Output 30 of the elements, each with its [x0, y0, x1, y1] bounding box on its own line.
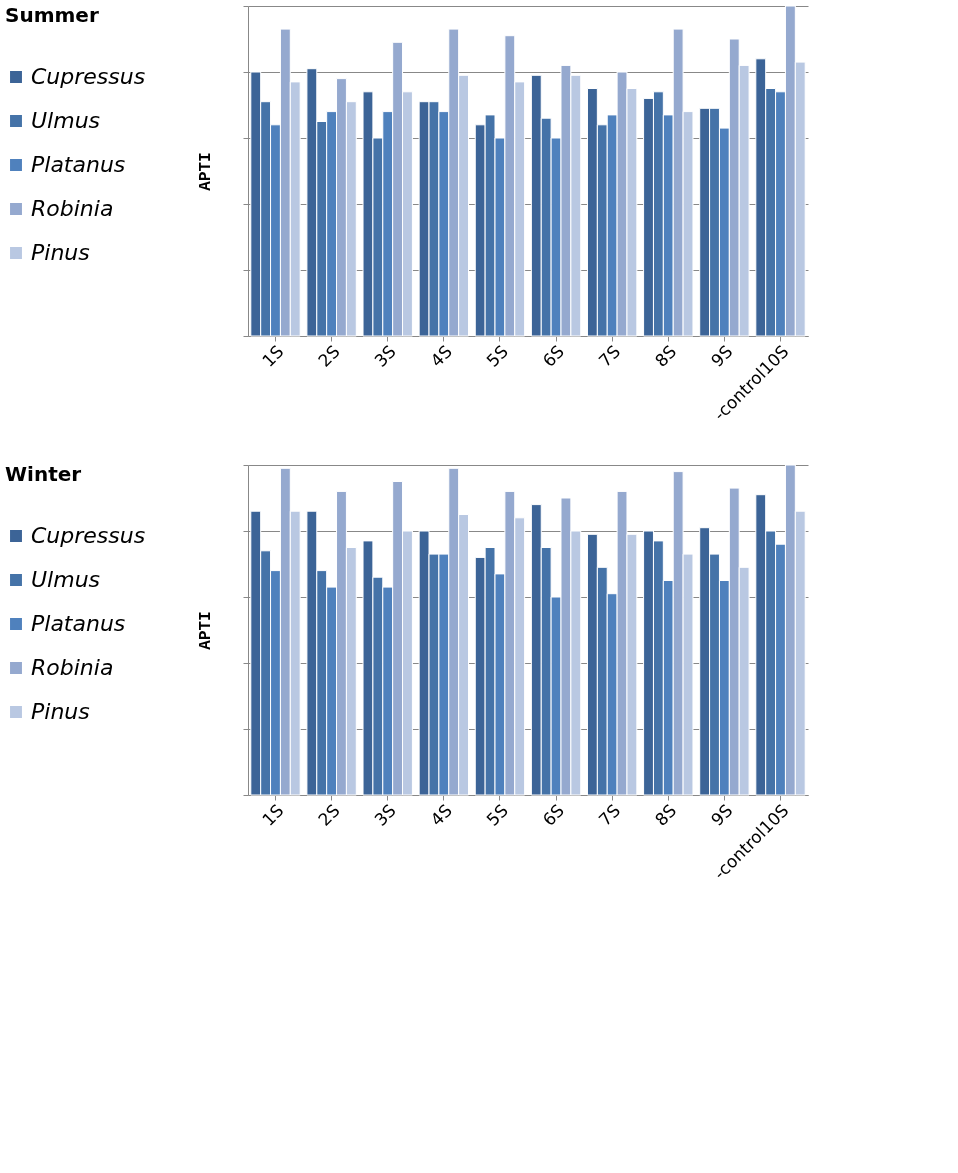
- x-tick-label: 7S: [594, 341, 625, 371]
- legend-label: Ulmus: [31, 108, 101, 133]
- legend-label: Robinia: [31, 196, 114, 221]
- y-axis-title: APTI: [197, 152, 215, 191]
- legend-title: Winter: [5, 462, 82, 486]
- x-tick-label: 4S: [426, 341, 456, 371]
- x-tick-label: 8S: [650, 800, 681, 830]
- x-tick-label: 2S: [314, 800, 344, 830]
- x-tick-label: 8S: [650, 341, 681, 371]
- x-tick-label: 6S: [538, 800, 569, 830]
- x-tick-label: 1S: [258, 800, 288, 830]
- x-tick-label: 3S: [370, 341, 400, 371]
- legend-label: Ulmus: [31, 567, 101, 592]
- legend-label: Robinia: [31, 655, 114, 680]
- legend-label: Pinus: [31, 699, 90, 724]
- x-tick-label: 5S: [482, 341, 512, 371]
- x-tick-label: 2S: [314, 341, 344, 371]
- legend-title: Summer: [5, 3, 99, 27]
- legend-label: Platanus: [31, 152, 126, 177]
- x-tick-label: 3S: [370, 800, 400, 830]
- x-tick-label: 6S: [538, 341, 569, 371]
- x-tick-label: 1S: [258, 341, 288, 371]
- x-tick-label: 4S: [426, 800, 456, 830]
- legend-label: Platanus: [31, 611, 126, 636]
- y-axis-title: APTI: [197, 611, 215, 650]
- x-tick-label: 7S: [594, 800, 625, 830]
- x-tick-label: 5S: [482, 800, 512, 830]
- legend-label: Cupressus: [31, 64, 146, 89]
- legend-label: Cupressus: [31, 523, 146, 548]
- legend-label: Pinus: [31, 240, 90, 265]
